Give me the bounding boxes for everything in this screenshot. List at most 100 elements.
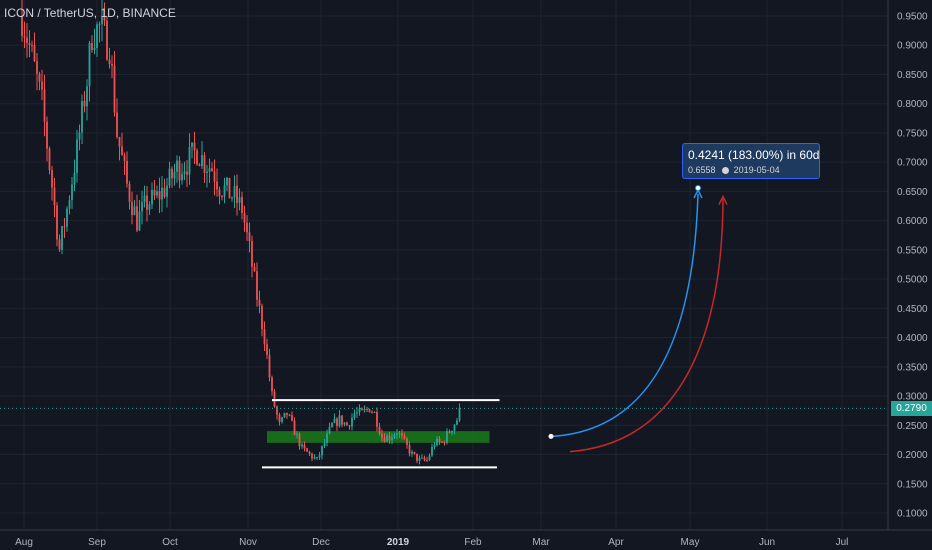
candle-body [381,433,383,438]
candle-body [128,183,131,202]
candle-body [413,451,416,454]
candle-body [283,412,286,418]
y-tick-label: 0.5500 [897,245,928,256]
candle-body [448,431,451,433]
candle-body [263,329,266,345]
candle-body [183,171,186,174]
x-tick-label: Jul [836,537,849,548]
candle-body [191,142,193,147]
x-tick-label: Mar [532,537,550,548]
candle-body [223,185,226,197]
candle-body [76,139,78,173]
candle-body [228,177,231,199]
candle-body [401,433,403,436]
candle-body [221,196,223,198]
candle-body [181,173,183,181]
candle-body [408,444,411,454]
candle-body [301,444,303,447]
candle-body [208,168,211,172]
clock-icon [722,167,730,174]
candle-body [271,377,273,392]
x-tick-label: Aug [15,537,33,548]
y-tick-label: 0.6500 [897,187,928,198]
candle-body [371,412,373,414]
candle-body [163,187,166,197]
candle-body [218,189,221,197]
candle-body [343,422,346,425]
x-tick-label: Nov [239,537,257,548]
drawing-layer [0,185,888,469]
projection-target-line: 0.6558 2019-05-04 [688,165,780,175]
candle-body [91,42,93,50]
candle-body [78,132,81,140]
candle-body [368,409,371,413]
candle-body [201,155,203,167]
y-tick-label: 0.8500 [897,70,928,81]
candle-body [246,222,248,233]
candle-body [146,195,148,210]
candle-body [296,433,298,436]
candle-body [31,45,33,47]
candle-body [406,438,408,445]
projection-start-point [548,433,554,439]
y-tick-label: 0.2500 [897,421,928,432]
candle-body [23,35,26,38]
candle-body [316,457,318,459]
projection-change-label: 0.4241 (183.00%) in 60d [688,148,820,162]
projection-tooltip: 0.4241 (183.00%) in 60d 0.6558 2019-05-0… [682,143,820,179]
y-tick-label: 0.6000 [897,216,928,227]
time-axis: Aug Sep Oct Nov Dec 2019 Feb Mar Apr May Jun Jul [0,529,932,548]
candle-body [391,437,393,441]
candle-body [123,155,126,161]
candle-body [308,451,311,454]
candle-body [361,408,363,411]
candle-body [266,344,268,355]
y-tick-label: 0.7500 [897,128,928,139]
candle-body [366,409,368,411]
candle-body [443,442,446,444]
candle-body [73,172,76,185]
candle-body [268,354,271,378]
candle-body [21,16,23,36]
candle-body [41,81,43,90]
candle-body [256,271,258,300]
candle-body [108,59,111,65]
x-tick-label: Dec [312,537,330,548]
candle-body [426,459,428,461]
candle-body [151,189,153,205]
candle-body [298,433,301,447]
candle-body [451,430,453,433]
candle-body [116,112,118,137]
candle-body [153,189,156,196]
candle-body [396,433,398,435]
candle-body [168,168,171,186]
candle-body [328,427,331,434]
candle-body [323,442,326,446]
y-tick-label: 0.5000 [897,275,928,286]
x-tick-label: Jun [759,537,775,548]
candle-body [376,412,378,427]
candle-body [226,177,228,186]
candle-body [173,171,176,179]
candle-body [358,408,361,413]
candle-body [53,187,56,206]
candle-body [241,197,243,213]
y-tick-label: 0.3500 [897,362,928,373]
candle-body [303,444,306,449]
candle-body [216,181,218,190]
candle-body [148,204,151,210]
y-tick-label: 0.9500 [897,12,928,23]
candle-body [133,206,136,215]
candle-body [63,226,66,228]
candle-body [83,100,86,107]
candle-body [398,433,401,435]
candle-body [113,65,116,113]
candle-body [403,435,406,439]
candle-body [61,226,63,250]
candle-body [393,434,396,438]
candle-body [321,445,323,456]
candle-body [433,445,436,447]
x-tick-label: Feb [464,537,482,548]
candle-body [56,205,58,240]
